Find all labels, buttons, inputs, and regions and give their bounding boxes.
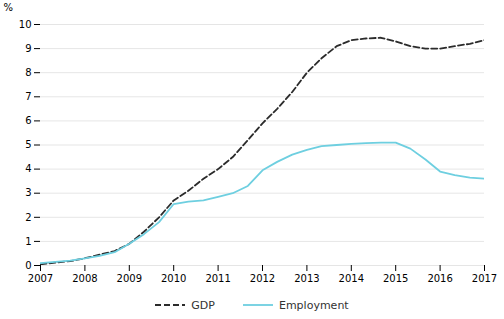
svg-text:2010: 2010: [161, 273, 186, 284]
svg-text:8: 8: [25, 67, 31, 78]
svg-text:2012: 2012: [250, 273, 275, 284]
svg-text:10: 10: [19, 19, 32, 30]
svg-text:2011: 2011: [205, 273, 230, 284]
html-text:GDP: GDP: [191, 298, 215, 312]
svg-text:6: 6: [25, 115, 31, 126]
svg-text:2014: 2014: [339, 273, 364, 284]
svg-text:2016: 2016: [427, 273, 452, 284]
html-text:Employment: Employment: [279, 298, 349, 312]
svg-text:2009: 2009: [117, 273, 142, 284]
svg-text:4: 4: [25, 163, 31, 174]
svg-text:2017: 2017: [472, 273, 497, 284]
svg-text:2007: 2007: [28, 273, 53, 284]
svg-text:2013: 2013: [294, 273, 319, 284]
svg-text:2015: 2015: [383, 273, 408, 284]
svg-text:2: 2: [25, 212, 31, 223]
svg-text:%: %: [4, 2, 14, 13]
svg-text:7: 7: [25, 91, 31, 102]
svg-text:9: 9: [25, 43, 31, 54]
svg-text:3: 3: [25, 187, 31, 198]
svg-text:5: 5: [25, 139, 31, 150]
svg-text:2008: 2008: [72, 273, 97, 284]
svg-text:1: 1: [25, 236, 31, 247]
svg-text:0: 0: [25, 260, 31, 271]
